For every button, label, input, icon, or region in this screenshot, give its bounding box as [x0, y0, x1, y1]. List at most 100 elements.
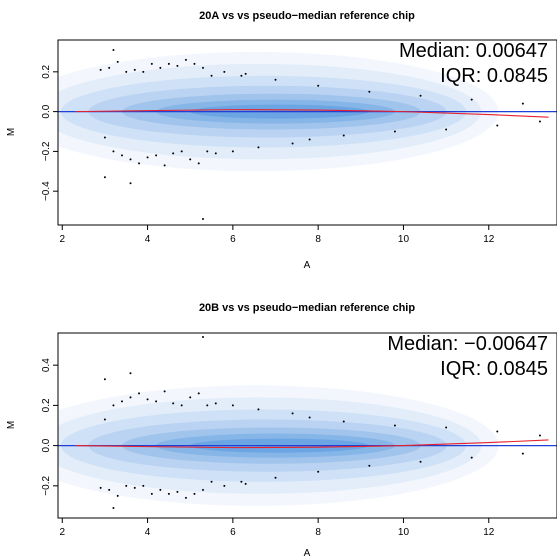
scatter-point	[138, 392, 141, 395]
x-axis: 2 4 6 8 10 12	[59, 518, 495, 538]
scatter-point	[129, 158, 132, 161]
y-axis-label: M	[6, 128, 17, 136]
scatter-point	[521, 452, 524, 455]
scatter-point	[223, 484, 226, 487]
y-tick-label: 0.0	[41, 104, 52, 118]
y-axis: −0.4 −0.2 0.0 0.2	[41, 64, 58, 201]
plot-frame	[57, 332, 557, 519]
scatter-point	[146, 398, 149, 401]
scatter-point	[103, 176, 106, 179]
scatter-point	[231, 150, 234, 153]
x-tick-label: 6	[230, 234, 236, 245]
scatter-point	[129, 182, 132, 185]
median-annotation: Median: 0.00647	[399, 40, 548, 62]
scatter-point	[108, 66, 111, 69]
x-tick-label: 8	[315, 234, 321, 245]
scatter-point	[393, 424, 396, 427]
scatter-point	[155, 154, 158, 157]
scatter-point	[214, 402, 217, 405]
scatter-point	[99, 68, 102, 71]
x-tick-label: 10	[398, 527, 410, 538]
scatter-point	[167, 492, 170, 495]
y-tick-label: −0.2	[41, 141, 52, 161]
scatter-point	[202, 336, 205, 339]
x-tick-label: 2	[59, 234, 65, 245]
chart-title: 20A vs vs pseudo−median reference chip	[199, 10, 415, 22]
scatter-point	[193, 492, 196, 495]
scatter-point	[470, 456, 473, 459]
y-tick-label: −0.4	[41, 181, 52, 201]
scatter-point	[206, 404, 209, 407]
scatter-point	[521, 102, 524, 105]
chart-title: 20B vs vs pseudo−median reference chip	[199, 302, 415, 314]
scatter-point	[189, 396, 192, 399]
scatter-point	[231, 404, 234, 407]
scatter-point	[257, 408, 260, 411]
y-tick-label: 0.2	[41, 64, 52, 78]
scatter-point	[133, 486, 136, 489]
scatter-point	[538, 434, 541, 437]
scatter-point	[240, 74, 243, 77]
scatter-point	[138, 162, 141, 165]
scatter-point	[125, 484, 128, 487]
scatter-point	[470, 98, 473, 101]
x-axis-label: A	[304, 548, 311, 559]
x-axis-label: A	[304, 260, 311, 271]
scatter-point	[308, 138, 311, 141]
scatter-point	[317, 84, 320, 87]
scatter-point	[496, 124, 499, 127]
scatter-point	[184, 58, 187, 61]
scatter-point	[223, 70, 226, 73]
scatter-point	[244, 72, 247, 75]
scatter-point	[120, 400, 123, 403]
scatter-point	[368, 90, 371, 93]
median-annotation: Median: −0.00647	[387, 333, 548, 355]
x-tick-label: 10	[398, 234, 410, 245]
x-tick-label: 6	[230, 527, 236, 538]
scatter-point	[120, 154, 123, 157]
scatter-point	[274, 476, 277, 479]
y-tick-label: 0.0	[41, 438, 52, 452]
scatter-point	[291, 142, 294, 145]
scatter-point	[108, 488, 111, 491]
scatter-point	[538, 120, 541, 123]
scatter-point	[163, 390, 166, 393]
scatter-point	[202, 488, 205, 491]
scatter-point	[240, 480, 243, 483]
scatter-point	[116, 494, 119, 497]
scatter-point	[142, 70, 145, 73]
scatter-point	[244, 482, 247, 485]
scatter-point	[308, 416, 311, 419]
scatter-point	[368, 464, 371, 467]
y-tick-label: 0.4	[41, 358, 52, 372]
scatter-point	[342, 420, 345, 423]
plot-frame	[57, 39, 557, 226]
scatter-point	[103, 418, 106, 421]
panel-20b: 20B vs vs pseudo−median reference chip 2…	[6, 302, 557, 559]
x-axis: 2 4 6 8 10 12	[59, 225, 495, 245]
scatter-point	[197, 392, 200, 395]
scatter-point	[496, 430, 499, 433]
scatter-point	[214, 152, 217, 155]
scatter-point	[197, 162, 200, 165]
loess-trend-line	[75, 439, 549, 449]
scatter-point	[419, 94, 422, 97]
scatter-point	[155, 400, 158, 403]
outlier-points	[99, 48, 541, 221]
scatter-point	[129, 372, 132, 375]
scatter-point	[112, 404, 115, 407]
scatter-point	[176, 490, 179, 493]
scatter-point	[202, 218, 205, 221]
scatter-point	[103, 378, 106, 381]
scatter-point	[142, 484, 145, 487]
scatter-point	[150, 62, 153, 65]
scatter-point	[342, 134, 345, 137]
scatter-point	[210, 74, 213, 77]
scatter-point	[445, 426, 448, 429]
y-axis-label: M	[6, 421, 17, 429]
scatter-point	[167, 62, 170, 65]
scatter-point	[103, 136, 106, 139]
scatter-point	[184, 496, 187, 499]
scatter-point	[257, 146, 260, 149]
